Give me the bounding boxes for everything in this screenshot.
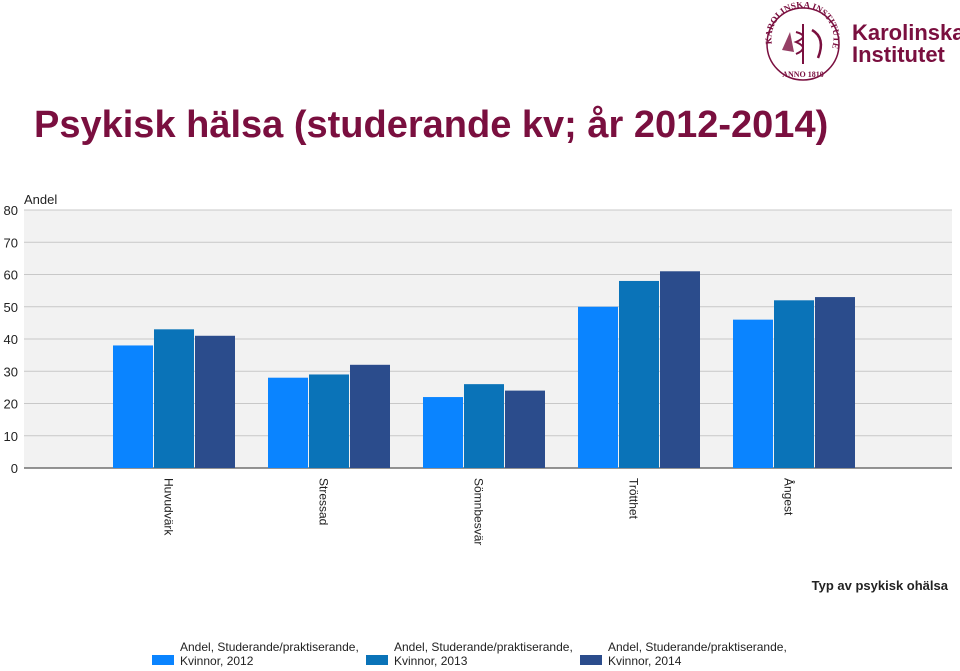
y-tick-label: 70 <box>4 235 18 250</box>
slide-title: Psykisk hälsa (studerande kv; år 2012-20… <box>34 104 829 146</box>
x-tick-label: Ångest <box>782 478 797 516</box>
x-tick-label: Sömnbesvär <box>472 478 486 545</box>
y-tick-label: 30 <box>4 364 18 379</box>
legend-swatch <box>152 655 174 665</box>
bar <box>660 271 700 468</box>
legend-swatch <box>366 655 388 665</box>
bar <box>350 364 390 468</box>
bar <box>505 390 545 468</box>
y-axis-ticks: 0 10 20 30 40 50 60 70 80 <box>4 203 18 476</box>
y-tick-label: 60 <box>4 268 18 283</box>
x-axis-ticks: Huvudvärk Stressad Sömnbesvär Trötthet Ånges… <box>162 478 797 545</box>
bar <box>268 377 308 468</box>
legend: Andel, Studerande/praktiserande, Kvinnor… <box>152 638 794 670</box>
logo-text-line2: Institutet <box>852 42 945 67</box>
x-tick-label: Huvudvärk <box>162 478 176 536</box>
legend-label: Andel, Studerande/praktiserande, Kvinnor… <box>608 640 787 668</box>
bar <box>578 306 618 468</box>
y-tick-label: 0 <box>11 461 18 476</box>
legend-item: Andel, Studerande/praktiserande, Kvinnor… <box>580 638 794 670</box>
y-tick-label: 10 <box>4 429 18 444</box>
y-tick-label: 20 <box>4 397 18 412</box>
bar <box>309 374 349 468</box>
y-tick-label: 50 <box>4 300 18 315</box>
bar <box>733 319 773 468</box>
bar <box>774 300 814 468</box>
legend-swatch <box>580 655 602 665</box>
x-tick-label: Stressad <box>317 478 331 525</box>
y-tick-label: 40 <box>4 332 18 347</box>
bar <box>195 335 235 468</box>
svg-text:ANNO 1810: ANNO 1810 <box>782 70 824 79</box>
legend-item: Andel, Studerande/praktiserande, Kvinnor… <box>366 638 580 670</box>
bar <box>154 329 194 468</box>
seal-icon: KAROLINSKA INSTITUTET ANNO 1810 <box>760 2 842 81</box>
legend-label: Andel, Studerande/praktiserande, Kvinnor… <box>180 640 359 668</box>
legend-item: Andel, Studerande/praktiserande, Kvinnor… <box>152 638 366 670</box>
bar <box>464 384 504 468</box>
y-axis-label: Andel <box>24 192 57 207</box>
y-tick-label: 80 <box>4 203 18 218</box>
bar <box>619 280 659 468</box>
bar <box>113 345 153 468</box>
logo-text-line1: Karolinska <box>852 20 960 45</box>
x-axis-label: Typ av psykisk ohälsa <box>812 578 949 593</box>
bar <box>815 297 855 468</box>
x-tick-label: Trötthet <box>627 478 641 520</box>
bars <box>113 271 855 468</box>
legend-label: Andel, Studerande/praktiserande, Kvinnor… <box>394 640 573 668</box>
bar <box>423 397 463 468</box>
karolinska-logo: KAROLINSKA INSTITUTET ANNO 1810 <box>760 2 960 84</box>
